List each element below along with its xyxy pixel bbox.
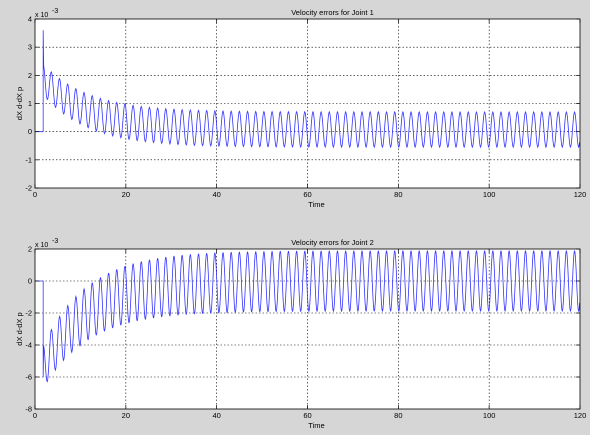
x-tick-label: 80 (394, 190, 402, 199)
x-tick-label: 80 (394, 411, 402, 420)
y-tick-label: 4 (28, 15, 32, 24)
y-tick-label: 2 (28, 71, 32, 80)
x-tick-label: 100 (483, 190, 496, 199)
y-exponent-power: -3 (52, 8, 58, 15)
series-line (35, 30, 580, 149)
x-tick-label: 60 (303, 190, 311, 199)
y-tick-label: -8 (25, 405, 32, 414)
y-axis-label: dX d-dX p (15, 312, 24, 345)
y-axis-label: dX d-dX p (15, 87, 24, 120)
y-exponent-label: x 10 (35, 242, 48, 249)
y-tick-label: 3 (28, 43, 32, 52)
y-tick-label: 0 (28, 127, 32, 136)
y-exponent-label: x 10 (35, 12, 48, 19)
y-exponent-power: -3 (52, 238, 58, 245)
y-tick-label: -2 (25, 184, 32, 193)
x-tick-label: 0 (33, 411, 37, 420)
x-tick-label: 120 (574, 411, 587, 420)
x-tick-label: 20 (122, 411, 130, 420)
x-tick-label: 120 (574, 190, 587, 199)
x-tick-label: 40 (212, 190, 220, 199)
x-tick-label: 0 (33, 190, 37, 199)
x-axis-label: Time (308, 200, 324, 209)
chart-title: Velocity errors for Joint 2 (291, 238, 374, 247)
joint1-chart: 0 20 40 60 80 100 120 -2 -1 0 1 2 3 4 x 10 -3 Velocity e… (15, 8, 586, 209)
x-axis-label: Time (308, 421, 324, 430)
y-tick-label: -4 (25, 341, 32, 350)
x-tick-label: 100 (483, 411, 496, 420)
series-line (35, 250, 580, 383)
y-tick-label: -2 (25, 309, 32, 318)
joint2-chart: 0 20 40 60 80 100 120 -8 -6 -4 -2 0 2 x 10 -3 Velocity … (15, 238, 586, 430)
plot-area (35, 249, 580, 409)
x-tick-label: 20 (122, 190, 130, 199)
x-tick-label: 60 (303, 411, 311, 420)
y-tick-label: -1 (25, 155, 32, 164)
y-tick-label: 1 (28, 99, 32, 108)
y-tick-label: -6 (25, 373, 32, 382)
y-tick-label: 2 (28, 245, 32, 254)
y-tick-label: 0 (28, 277, 32, 286)
chart-title: Velocity errors for Joint 1 (291, 8, 374, 17)
x-tick-label: 40 (212, 411, 220, 420)
